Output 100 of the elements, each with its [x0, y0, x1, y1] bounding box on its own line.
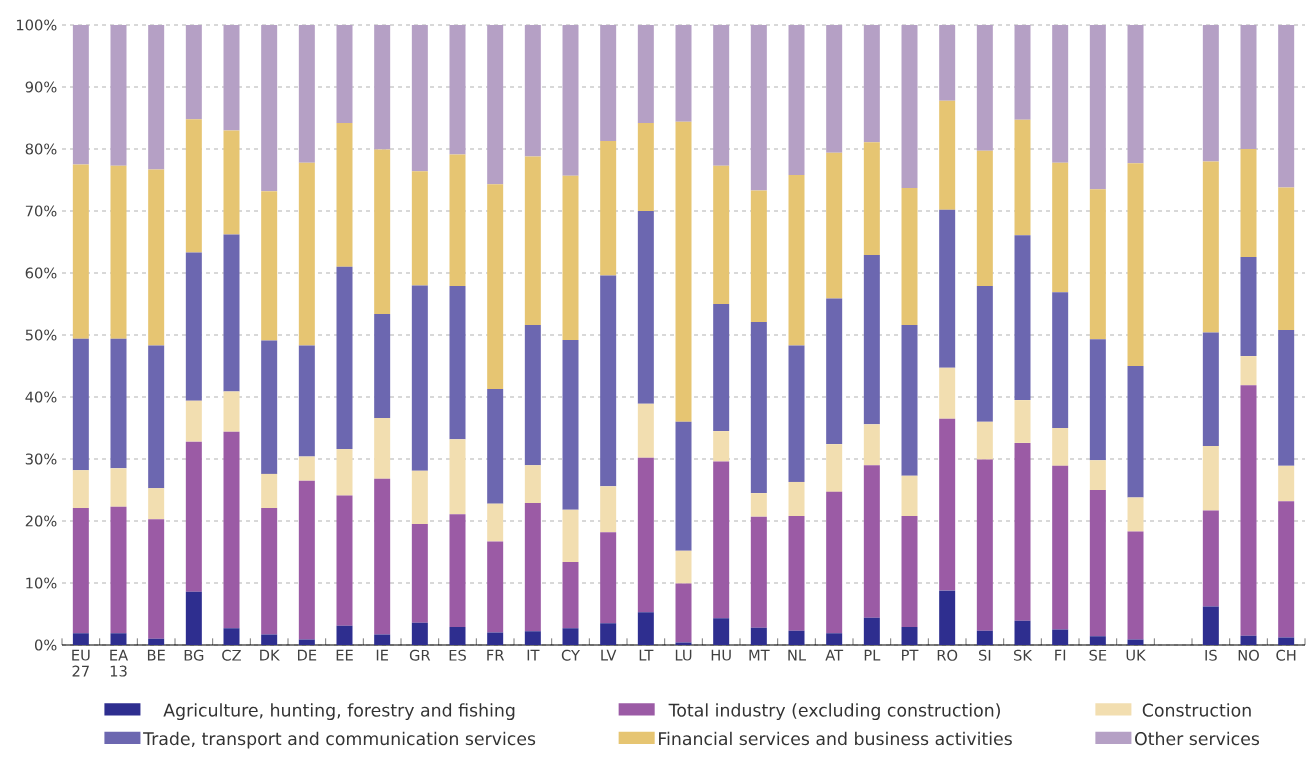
- bar: [524, 156, 541, 326]
- x-tick-label: FR: [487, 649, 505, 661]
- bar: [826, 444, 843, 492]
- bar: [524, 325, 541, 466]
- bar: [1052, 428, 1069, 466]
- bar: [411, 524, 428, 623]
- bar: [788, 481, 805, 517]
- bar: [1202, 445, 1219, 511]
- bar: [562, 339, 579, 510]
- x-tick-label: MT: [749, 649, 770, 661]
- bar: [863, 25, 880, 143]
- bar: [524, 503, 541, 632]
- bar: [675, 550, 692, 584]
- y-tick-label: 80%: [25, 143, 57, 155]
- bar: [939, 25, 956, 101]
- bar: [750, 516, 767, 628]
- bar: [336, 122, 353, 267]
- x-tick-label: RO: [937, 649, 958, 661]
- bar: [449, 439, 466, 515]
- bar: [1089, 25, 1106, 190]
- bar: [449, 25, 466, 155]
- x-tick-label: GR: [409, 649, 431, 661]
- bar: [788, 25, 805, 176]
- y-tick-label: 0%: [34, 639, 57, 651]
- bar: [637, 403, 654, 458]
- bar: [562, 628, 579, 645]
- x-tick-label: AT: [825, 649, 844, 661]
- bar: [863, 255, 880, 425]
- bar: [901, 627, 918, 645]
- x-tick-label: DE: [298, 649, 317, 661]
- bar: [637, 211, 654, 404]
- bar: [863, 142, 880, 256]
- bar: [72, 633, 89, 645]
- x-tick-label: NO: [1238, 649, 1259, 661]
- bar: [524, 631, 541, 645]
- bar: [223, 234, 240, 392]
- x-tick-label: EA 13: [110, 649, 129, 677]
- bar: [524, 465, 541, 504]
- bar: [223, 391, 240, 432]
- x-tick-label: UK: [1126, 649, 1146, 661]
- legend-label: Trade, transport and communication services: [143, 731, 536, 749]
- bar: [374, 418, 391, 479]
- bar: [374, 313, 391, 419]
- bar: [863, 617, 880, 645]
- bar: [1278, 25, 1295, 188]
- bar: [411, 285, 428, 471]
- bar: [148, 345, 165, 489]
- x-tick-label: PT: [902, 649, 919, 661]
- bar: [1278, 187, 1295, 331]
- bar: [1202, 332, 1219, 446]
- bar: [298, 456, 315, 481]
- bar: [223, 130, 240, 235]
- bar: [1202, 25, 1219, 162]
- bar: [223, 628, 240, 645]
- bar: [1052, 465, 1069, 630]
- y-tick-label: 90%: [25, 81, 57, 93]
- bar: [374, 478, 391, 635]
- bar: [185, 252, 202, 401]
- bar: [939, 418, 956, 591]
- bar: [1089, 460, 1106, 490]
- bar: [1052, 292, 1069, 428]
- x-tick-label: BG: [184, 649, 204, 661]
- bar: [750, 493, 767, 517]
- bar: [1278, 501, 1295, 638]
- bar: [976, 421, 993, 460]
- bar: [298, 480, 315, 640]
- bar: [713, 25, 730, 166]
- legend-label: Financial services and business activities: [659, 731, 1012, 746]
- x-tick-label: SI: [978, 649, 991, 661]
- bar: [788, 175, 805, 346]
- bar: [72, 25, 89, 165]
- bar: [713, 304, 730, 432]
- bar: [1127, 531, 1144, 640]
- bar: [148, 25, 165, 170]
- bar: [939, 209, 956, 368]
- bar: [1202, 161, 1219, 333]
- bar: [72, 338, 89, 471]
- bar: [901, 25, 918, 189]
- bar: [600, 25, 617, 141]
- bar: [1089, 636, 1106, 645]
- bar: [261, 191, 278, 341]
- bar: [336, 625, 353, 645]
- y-tick-label: 100%: [16, 19, 57, 31]
- bar: [110, 25, 127, 166]
- bar: [976, 630, 993, 645]
- bar: [1014, 400, 1031, 443]
- bar: [1240, 356, 1257, 386]
- bar: [976, 459, 993, 631]
- bar: [1240, 256, 1257, 357]
- bar: [185, 591, 202, 645]
- bar: [1202, 606, 1219, 645]
- bar: [336, 266, 353, 450]
- x-tick-label: FI: [1055, 649, 1066, 661]
- bar: [110, 468, 127, 507]
- bar: [449, 286, 466, 440]
- bar: [826, 152, 843, 299]
- bar: [110, 506, 127, 634]
- bar: [713, 618, 730, 645]
- bar: [1089, 339, 1106, 461]
- bar: [939, 367, 956, 419]
